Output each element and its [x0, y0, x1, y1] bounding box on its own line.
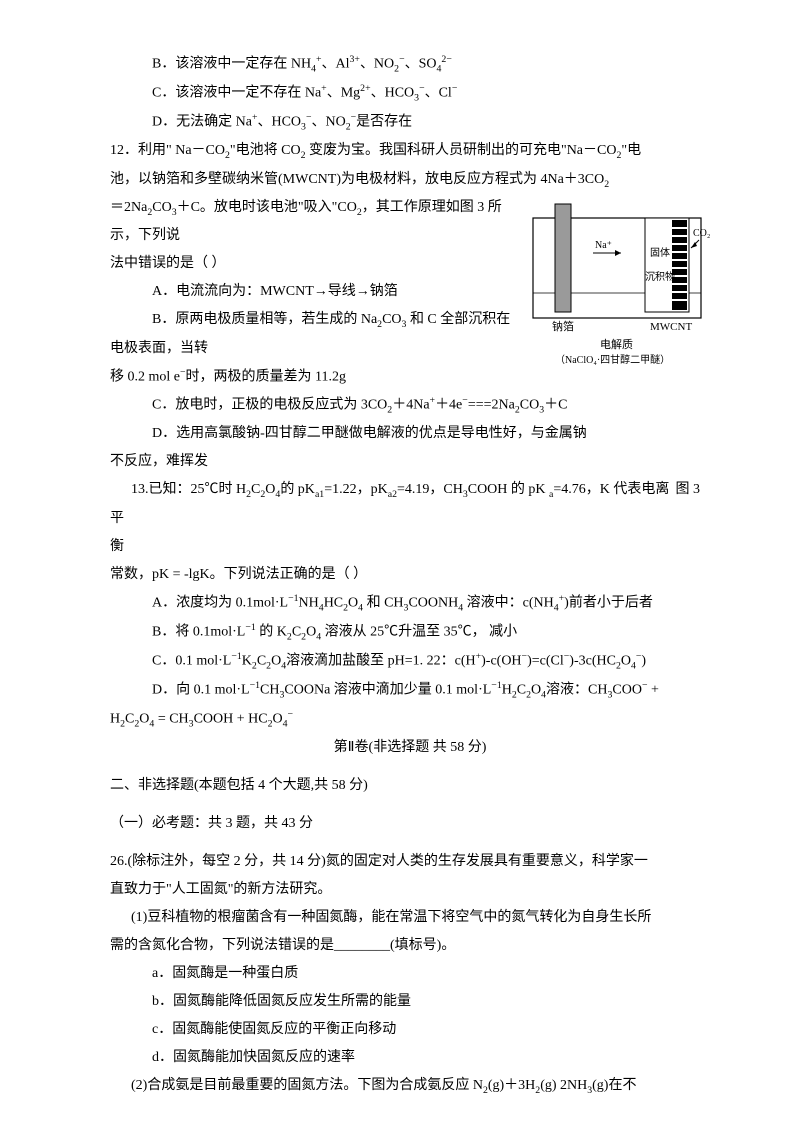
label-electrolyte: 电解质	[600, 337, 633, 351]
q26-p1-a: (1)豆科植物的根瘤菌含有一种固氮酶，能在常温下将空气中的氮气转化为自身生长所	[110, 904, 710, 932]
q11-option-c: C．该溶液中一定不存在 Na+、Mg2+、HCO3−、Cl−	[110, 79, 710, 108]
figure-3-label: 图 3	[676, 476, 701, 504]
part2-title: 第Ⅱ卷(非选择题 共 58 分)	[110, 734, 710, 762]
q26-p2: (2)合成氨是目前最重要的固氮方法。下图为合成氨反应 N2(g)＋3H2(g) …	[110, 1072, 710, 1100]
q11-option-b: B．该溶液中一定存在 NH4+、Al3+、NO2−、SO42−	[110, 50, 710, 79]
section-sub: （一）必考题：共 3 题，共 43 分	[110, 810, 710, 838]
q26-item-b: b．固氮酶能降低固氮反应发生所需的能量	[110, 988, 710, 1016]
q13-option-d-1: D．向 0.1 mol·L−1CH3COONa 溶液中滴加少量 0.1 mol·…	[110, 676, 710, 705]
q26-item-d: d．固氮酶能加快固氮反应的速率	[110, 1044, 710, 1072]
q26-item-c: c．固氮酶能使固氮反应的平衡正向移动	[110, 1016, 710, 1044]
q12-stem-2: 池，以钠箔和多壁碳纳米管(MWCNT)为电极材料，放电反应方程式为 4Na＋3C…	[110, 166, 710, 194]
battery-diagram: Na⁺ CO₂ 固体 沉积物 钠箔 MWCNT 电解质 （NaClO₄·四甘醇二…	[525, 198, 710, 368]
label-na: Na⁺	[595, 240, 612, 251]
label-electrolyte-detail: （NaClO₄·四甘醇二甲醚）	[555, 353, 670, 366]
q11-option-d: D．无法确定 Na+、HCO3−、NO2−是否存在	[110, 108, 710, 137]
q26-stem-1: 26.(除标注外，每空 2 分，共 14 分)氮的固定对人类的生存发展具有重要意…	[110, 848, 710, 876]
q12-stem-1: 12．利用" Na－CO2"电池将 CO2 变废为宝。我国科研人员研制出的可充电…	[110, 137, 710, 165]
q12-option-d-2: 不反应，难挥发	[110, 448, 710, 476]
q26-item-a: a．固氮酶是一种蛋白质	[110, 960, 710, 988]
label-deposit: 沉积物	[645, 270, 675, 283]
figure-3: Na⁺ CO₂ 固体 沉积物 钠箔 MWCNT 电解质 （NaClO₄·四甘醇二…	[525, 198, 710, 368]
label-co2: CO₂	[693, 228, 710, 239]
q13-option-d-2: H2C2O4 = CH3COOH + HC2O4−	[110, 705, 710, 734]
q13-stem-1: 13.已知：25℃时 H2C2O4的 pKa1=1.22，pKa2=4.19，C…	[110, 476, 710, 532]
q13-stem-2: 衡	[110, 533, 710, 561]
q13-option-a: A．浓度均为 0.1mol·L−1NH4HC2O4 和 CH3COONH4 溶液…	[110, 589, 710, 618]
q13-stem-3: 常数，pK = -lgK。下列说法正确的是（ ）	[110, 561, 710, 589]
q13-option-c: C．0.1 mol·L−1K2C2O4溶液滴加盐酸至 pH=1. 22：c(H+…	[110, 647, 710, 676]
q26-p1-b: 需的含氮化合物，下列说法错误的是________(填标号)。	[110, 932, 710, 960]
q26-stem-2: 直致力于"人工固氮"的新方法研究。	[110, 876, 710, 904]
label-solid: 固体	[650, 247, 670, 259]
label-right-electrode: MWCNT	[650, 321, 692, 333]
exam-page: B．该溶液中一定存在 NH4+、Al3+、NO2−、SO42− C．该溶液中一定…	[0, 0, 800, 1130]
section-heading: 二、非选择题(本题包括 4 个大题,共 58 分)	[110, 772, 710, 800]
q13-option-b: B．将 0.1mol·L−1 的 K2C2O4 溶液从 25℃升温至 35℃， …	[110, 618, 710, 647]
q12-option-c: C．放电时，正极的电极反应式为 3CO2＋4Na+＋4e−===2Na2CO3＋…	[110, 391, 710, 420]
q12-option-d-1: D．选用高氯酸钠-四甘醇二甲醚做电解液的优点是导电性好，与金属钠	[110, 420, 710, 448]
label-left-electrode: 钠箔	[552, 319, 574, 333]
